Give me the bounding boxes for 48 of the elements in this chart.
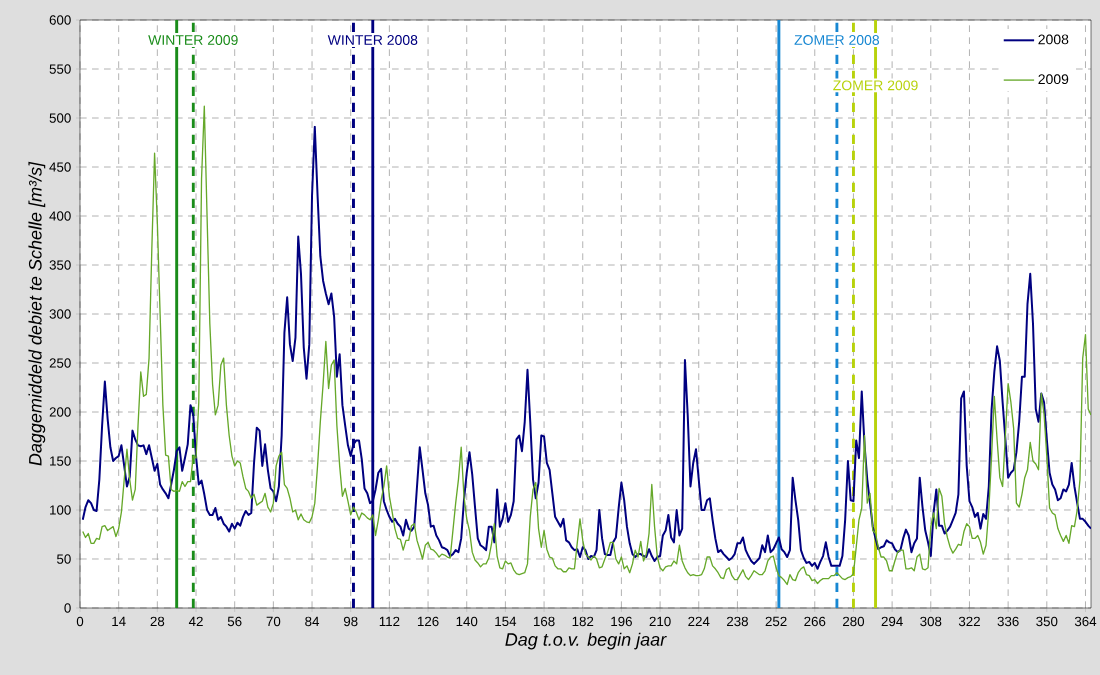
x-tick-label: 14 (112, 616, 126, 626)
x-tick-label: 308 (920, 616, 942, 627)
x-tick-label: 350 (1036, 616, 1058, 627)
x-tick-label: 0 (76, 616, 84, 627)
x-tick-label: 56 (227, 616, 242, 627)
x-tick-label: 364 (1074, 616, 1097, 627)
ref-line-label: ZOMER 2009 (833, 80, 918, 91)
x-tick-label: 182 (572, 616, 594, 627)
x-axis-title: Dag t.o.v. begin jaar (505, 632, 667, 650)
y-tick-label: 0 (64, 603, 71, 613)
x-tick-label: 140 (456, 616, 478, 627)
y-tick-label: 50 (57, 554, 71, 564)
x-tick-label: 280 (843, 616, 865, 627)
x-tick-label: 70 (266, 616, 281, 627)
x-tick-label: 196 (611, 616, 632, 627)
y-tick-label: 400 (49, 211, 71, 221)
ref-line-label: ZOMER 2008 (794, 35, 880, 45)
x-tick-label: 224 (688, 616, 710, 627)
ref-line-label: WINTER 2009 (148, 35, 238, 45)
legend-label: 2009 (1038, 74, 1069, 85)
y-tick-label: 150 (50, 456, 71, 466)
x-tick-label: 336 (997, 616, 1019, 627)
x-tick-label: 84 (305, 616, 320, 627)
x-tick-label: 28 (150, 616, 165, 627)
x-tick-label: 266 (804, 616, 826, 627)
y-tick-label: 600 (49, 15, 71, 25)
x-tick-label: 112 (379, 616, 400, 627)
y-tick-label: 250 (49, 358, 71, 368)
y-tick-label: 450 (49, 162, 71, 172)
y-tick-label: 100 (50, 505, 71, 515)
x-tick-label: 42 (188, 616, 203, 627)
y-tick-label: 200 (49, 407, 71, 417)
y-tick-label: 500 (49, 113, 71, 123)
y-tick-label: 300 (49, 309, 71, 319)
ref-line-label: WINTER 2008 (327, 35, 418, 45)
x-tick-label: 238 (726, 616, 748, 627)
x-tick-label: 322 (958, 616, 980, 627)
y-tick-label: 350 (49, 260, 71, 270)
x-tick-label: 154 (495, 616, 517, 627)
x-tick-label: 210 (649, 616, 671, 627)
x-tick-label: 168 (533, 616, 555, 627)
x-tick-label: 98 (343, 616, 358, 627)
y-tick-label: 550 (49, 64, 71, 74)
legend-label: 2008 (1038, 34, 1069, 45)
x-tick-label: 126 (417, 616, 439, 627)
x-tick-label: 294 (881, 616, 903, 627)
y-axis-title: Daggemiddeld debiet te Schelle [m³/s] (28, 161, 46, 466)
x-tick-label: 252 (765, 616, 787, 627)
